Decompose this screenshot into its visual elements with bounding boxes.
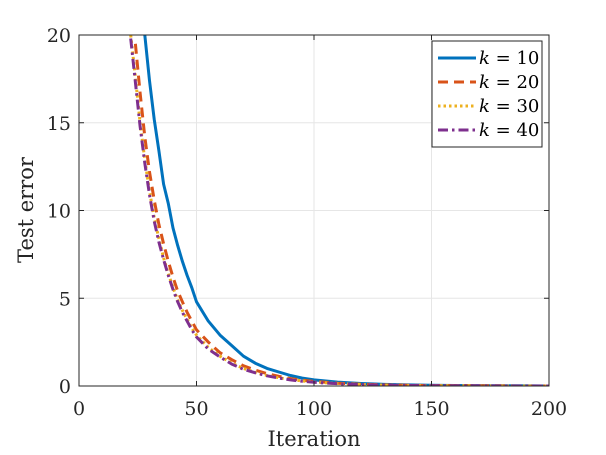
x-axis-label: Iteration bbox=[267, 427, 360, 451]
x-tick-label: 200 bbox=[531, 398, 567, 420]
x-tick-label: 0 bbox=[73, 398, 85, 420]
y-tick-label: 20 bbox=[47, 25, 71, 47]
x-tick-label: 150 bbox=[413, 398, 449, 420]
legend-label-4: k = 40 bbox=[479, 120, 539, 141]
y-tick-label: 10 bbox=[47, 201, 71, 223]
y-tick-label: 5 bbox=[59, 288, 71, 310]
x-tick-label: 50 bbox=[184, 398, 208, 420]
y-tick-label: 0 bbox=[59, 376, 71, 398]
legend-label-1: k = 10 bbox=[479, 48, 539, 69]
y-tick-label: 15 bbox=[47, 113, 71, 135]
x-tick-label: 100 bbox=[296, 398, 332, 420]
ticks: 0 50 100 150 200 0 5 10 15 20 bbox=[47, 25, 567, 420]
legend-label-2: k = 20 bbox=[479, 72, 539, 93]
series-line-3 bbox=[129, 35, 549, 386]
series-line-1 bbox=[143, 35, 549, 386]
legend-label-3: k = 30 bbox=[479, 96, 539, 117]
legend: k = 10 k = 20 k = 30 k = 40 bbox=[431, 40, 543, 148]
y-axis-label: Test error bbox=[14, 156, 38, 263]
